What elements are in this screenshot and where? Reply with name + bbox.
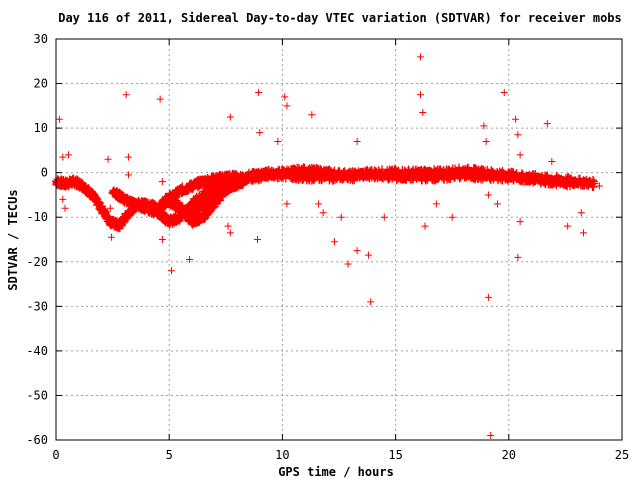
x-tick-label: 10 <box>275 448 289 462</box>
chart-title: Day 116 of 2011, Sidereal Day-to-day VTE… <box>58 11 622 25</box>
data-point <box>512 115 520 123</box>
data-point <box>253 236 261 243</box>
y-tick-label: -50 <box>26 388 48 402</box>
data-point <box>226 229 234 237</box>
x-tick-label: 15 <box>388 448 402 462</box>
data-point <box>330 238 338 246</box>
data-point <box>543 120 551 128</box>
data-point <box>484 293 492 301</box>
data-point <box>186 256 194 264</box>
data-point <box>572 178 581 187</box>
data-point <box>239 178 248 187</box>
data-point <box>432 200 440 208</box>
data-point <box>171 197 180 206</box>
y-tick-label: -30 <box>26 299 48 313</box>
data-point <box>158 178 166 186</box>
data-point <box>55 115 63 123</box>
data-point <box>158 236 166 243</box>
data-point <box>344 260 352 268</box>
data-point <box>514 253 522 261</box>
data-point <box>516 218 524 226</box>
grid <box>56 39 622 440</box>
data-point <box>577 209 585 217</box>
data-point <box>380 213 388 221</box>
data-point <box>500 88 508 96</box>
data-point <box>590 179 599 188</box>
data-point <box>448 213 456 221</box>
data-point <box>266 169 275 178</box>
data-point <box>274 137 282 145</box>
data-point <box>364 251 372 259</box>
data-point <box>59 153 67 161</box>
data-point <box>417 91 425 99</box>
plot-frame <box>55 38 623 441</box>
x-tick-label: 25 <box>615 448 629 462</box>
data-point <box>224 222 232 230</box>
data-point <box>124 153 132 161</box>
data-point <box>106 204 114 212</box>
data-point <box>337 213 345 221</box>
data-point <box>421 222 429 230</box>
data-point <box>487 432 495 440</box>
x-axis-label: GPS time / hours <box>278 465 394 479</box>
y-axis-label: SDTVAR / TECUs <box>6 189 20 290</box>
data-point <box>315 200 323 208</box>
data-point <box>580 229 588 237</box>
y-tick-label: 20 <box>34 77 48 91</box>
data-point <box>256 129 264 137</box>
y-tick-label: -10 <box>26 210 48 224</box>
data-point <box>59 195 67 203</box>
data-point <box>516 151 524 159</box>
data-point <box>283 200 291 208</box>
data-point <box>595 182 603 190</box>
data-point <box>417 53 425 61</box>
x-tick-label: 20 <box>502 448 516 462</box>
data-point <box>156 95 164 103</box>
y-tick-label: 10 <box>34 121 48 135</box>
data-point <box>589 176 598 185</box>
data-point <box>353 247 361 255</box>
data-point <box>548 158 556 166</box>
axis-ticks: 0 5 10 15 20 25 30 20 10 0 -10 -20 -30 -40 -50 -60 <box>26 32 629 462</box>
x-tick-label: 5 <box>166 448 173 462</box>
y-tick-label: 0 <box>41 166 48 180</box>
data-point <box>367 298 375 306</box>
data-point <box>226 113 234 121</box>
y-tick-label: -20 <box>26 255 48 269</box>
data-point <box>514 131 522 139</box>
data-point <box>480 122 488 130</box>
data-point <box>122 91 130 99</box>
data-point <box>61 204 69 212</box>
data-point <box>484 191 492 199</box>
data-point <box>64 151 72 159</box>
y-tick-label: 30 <box>34 32 48 46</box>
data-point <box>308 111 316 119</box>
y-tick-label: -40 <box>26 344 48 358</box>
x-tick-label: 0 <box>52 448 59 462</box>
data-point <box>107 233 115 241</box>
data-point <box>281 93 289 101</box>
data-point <box>319 209 327 217</box>
data-point <box>104 155 112 163</box>
data-point <box>255 88 263 96</box>
data-point <box>167 267 175 275</box>
data-point <box>124 171 132 179</box>
data-point <box>482 137 490 145</box>
data-points <box>52 53 603 440</box>
data-point <box>493 200 501 208</box>
data-point <box>283 102 291 110</box>
data-point <box>564 222 572 230</box>
data-point <box>353 137 361 145</box>
data-point <box>419 109 427 117</box>
y-tick-label: -60 <box>26 433 48 447</box>
